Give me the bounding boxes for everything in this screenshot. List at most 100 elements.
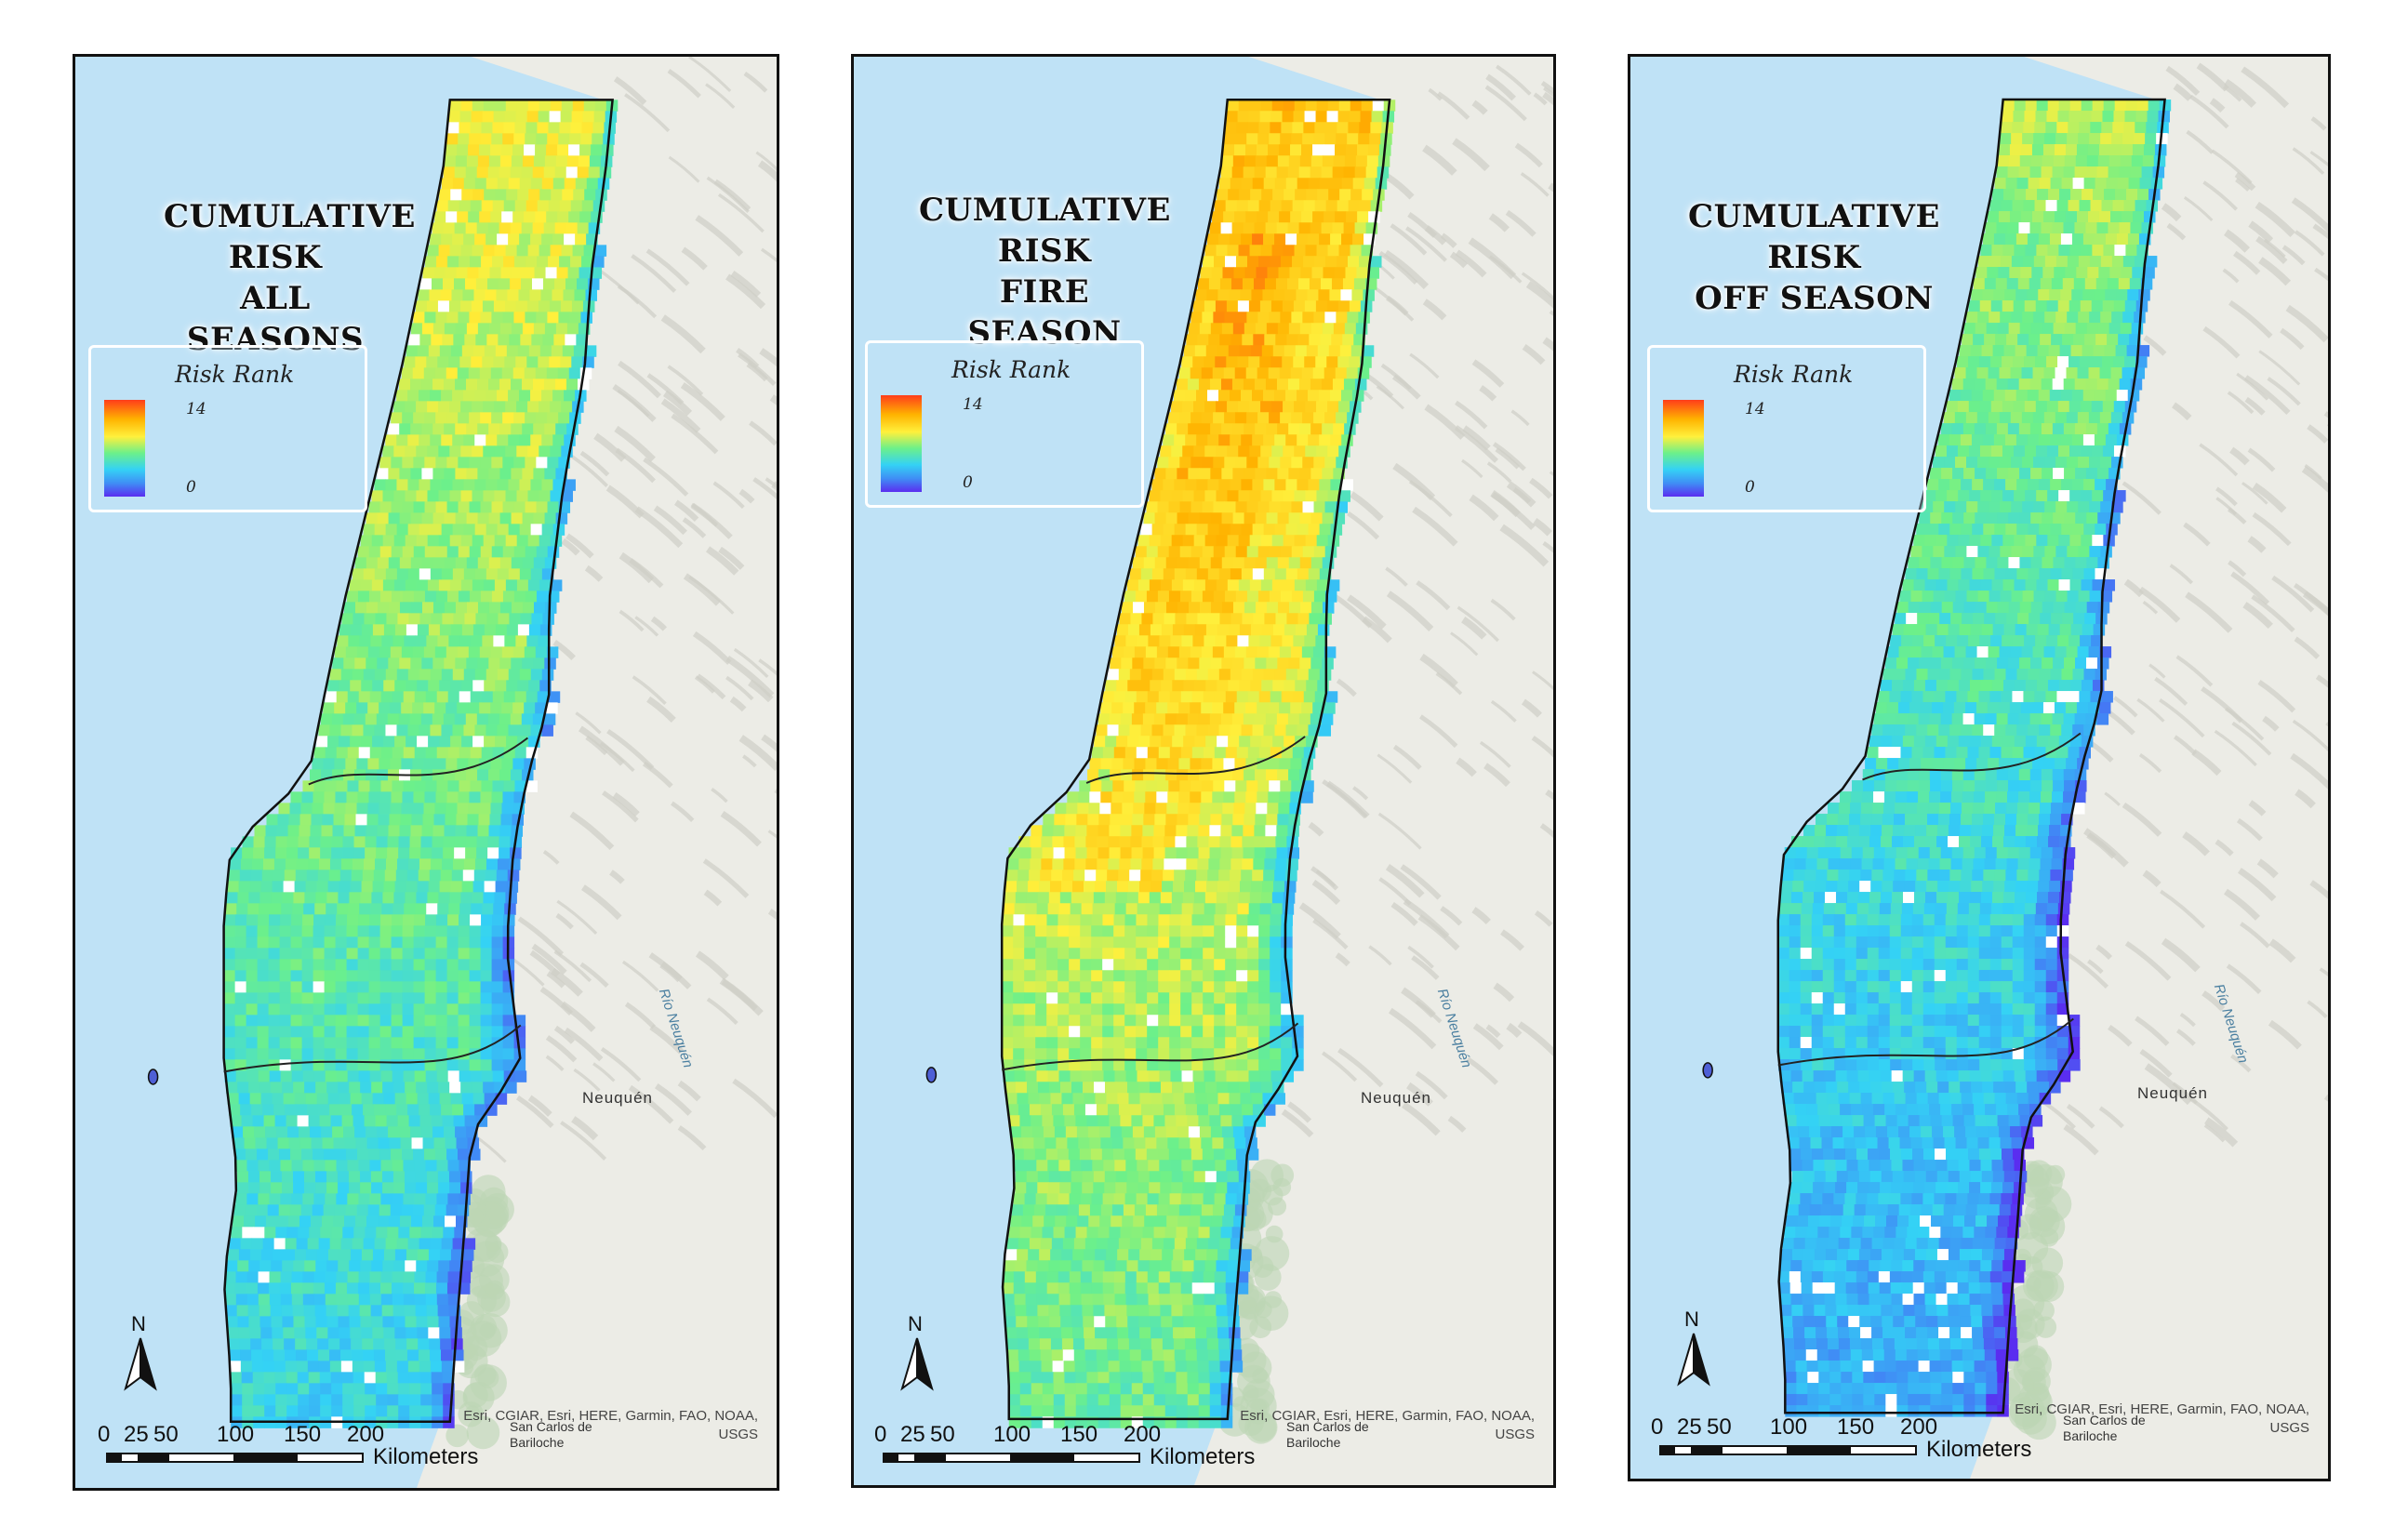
risk-cell xyxy=(352,1349,364,1361)
risk-cell xyxy=(530,568,543,580)
risk-cell xyxy=(507,870,520,882)
risk-cell xyxy=(1180,925,1192,937)
risk-cell xyxy=(279,981,292,993)
risk-cell xyxy=(1013,981,1025,993)
risk-cell xyxy=(424,591,437,603)
risk-cell xyxy=(516,490,528,502)
risk-cell xyxy=(1203,1037,1215,1049)
risk-cell xyxy=(244,1215,256,1228)
risk-cell xyxy=(1191,970,1204,982)
risk-cell xyxy=(430,479,442,491)
risk-cell xyxy=(1074,836,1086,848)
risk-cell xyxy=(525,412,537,424)
risk-cell xyxy=(1071,1082,1084,1094)
risk-cell xyxy=(1267,267,1279,279)
risk-cell xyxy=(1314,256,1326,268)
risk-cell xyxy=(1105,680,1117,692)
risk-cell xyxy=(1346,144,1358,156)
risk-cell xyxy=(324,1026,337,1038)
risk-cell xyxy=(1244,323,1257,335)
risk-cell xyxy=(469,936,482,949)
risk-cell xyxy=(235,914,247,926)
risk-cell xyxy=(458,970,471,982)
risk-cell xyxy=(432,423,445,435)
risk-cell xyxy=(1225,925,1237,937)
risk-cell xyxy=(1149,1260,1161,1272)
risk-cell xyxy=(470,780,482,792)
risk-cell xyxy=(1249,445,1261,458)
risk-cell xyxy=(234,948,247,960)
risk-cell xyxy=(1324,702,1336,714)
risk-cell xyxy=(1198,1227,1211,1239)
risk-cell xyxy=(1187,847,1200,859)
risk-cell xyxy=(408,613,420,625)
risk-cell xyxy=(257,992,270,1004)
risk-cell xyxy=(533,657,545,670)
risk-cell xyxy=(1170,635,1182,647)
risk-cell xyxy=(436,256,448,268)
risk-cell xyxy=(1189,803,1201,815)
risk-cell xyxy=(368,546,381,558)
risk-cell xyxy=(407,1361,420,1373)
risk-cell xyxy=(1347,133,1359,145)
terrain-relief xyxy=(1471,359,1505,388)
terrain-relief xyxy=(1455,400,1488,430)
risk-cell xyxy=(443,278,455,290)
risk-cell xyxy=(1257,501,1270,513)
risk-cell xyxy=(1123,1137,1135,1149)
risk-cell xyxy=(354,825,367,837)
risk-cell xyxy=(279,970,292,982)
risk-cell xyxy=(1015,892,1028,904)
risk-cell xyxy=(1348,256,1360,268)
risk-cell xyxy=(447,1271,460,1283)
risk-cell xyxy=(1275,858,1287,870)
risk-cell xyxy=(334,803,346,815)
risk-cell xyxy=(1283,445,1295,458)
risk-cell xyxy=(1270,992,1282,1004)
risk-cell xyxy=(396,568,409,580)
risk-cell xyxy=(1348,122,1360,134)
risk-cell xyxy=(1143,512,1156,524)
risk-cell xyxy=(262,858,275,870)
risk-cell xyxy=(1196,724,1209,737)
terrain-forest xyxy=(466,1415,500,1450)
risk-cell xyxy=(580,312,592,324)
risk-cell xyxy=(1124,1015,1137,1027)
risk-cell xyxy=(1203,992,1215,1004)
risk-cell xyxy=(286,1405,299,1417)
risk-cell xyxy=(1223,211,1235,223)
risk-cell xyxy=(301,992,314,1004)
risk-cell xyxy=(524,211,536,223)
risk-cell xyxy=(1102,936,1114,949)
risk-cell xyxy=(413,1026,426,1038)
risk-cell xyxy=(1022,1137,1034,1149)
risk-cell xyxy=(446,925,459,937)
risk-cell xyxy=(1009,1126,1022,1138)
risk-cell xyxy=(1330,434,1342,446)
risk-cell xyxy=(1149,1171,1162,1183)
risk-cell xyxy=(443,1227,455,1239)
risk-cell xyxy=(240,1349,252,1361)
risk-cell xyxy=(479,144,491,156)
risk-cell xyxy=(416,1082,428,1094)
risk-cell xyxy=(1255,814,1267,826)
risk-cell xyxy=(1103,903,1116,915)
risk-cell xyxy=(284,870,297,882)
risk-cell xyxy=(1322,468,1334,480)
risk-cell xyxy=(1197,278,1210,290)
risk-cell xyxy=(505,535,518,547)
risk-cell xyxy=(1217,736,1229,748)
risk-cell xyxy=(1258,1059,1270,1071)
risk-cell xyxy=(233,1137,246,1149)
risk-cell xyxy=(1145,758,1157,770)
risk-cell xyxy=(1343,222,1356,234)
risk-cell xyxy=(1218,1238,1231,1250)
risk-cell xyxy=(1354,222,1367,234)
terrain-relief xyxy=(517,916,564,956)
risk-cell xyxy=(1165,657,1177,670)
risk-cell xyxy=(1174,568,1187,580)
risk-cell xyxy=(1276,847,1289,859)
risk-cell xyxy=(265,1126,277,1138)
risk-cell xyxy=(399,423,411,435)
risk-cell xyxy=(465,847,477,859)
